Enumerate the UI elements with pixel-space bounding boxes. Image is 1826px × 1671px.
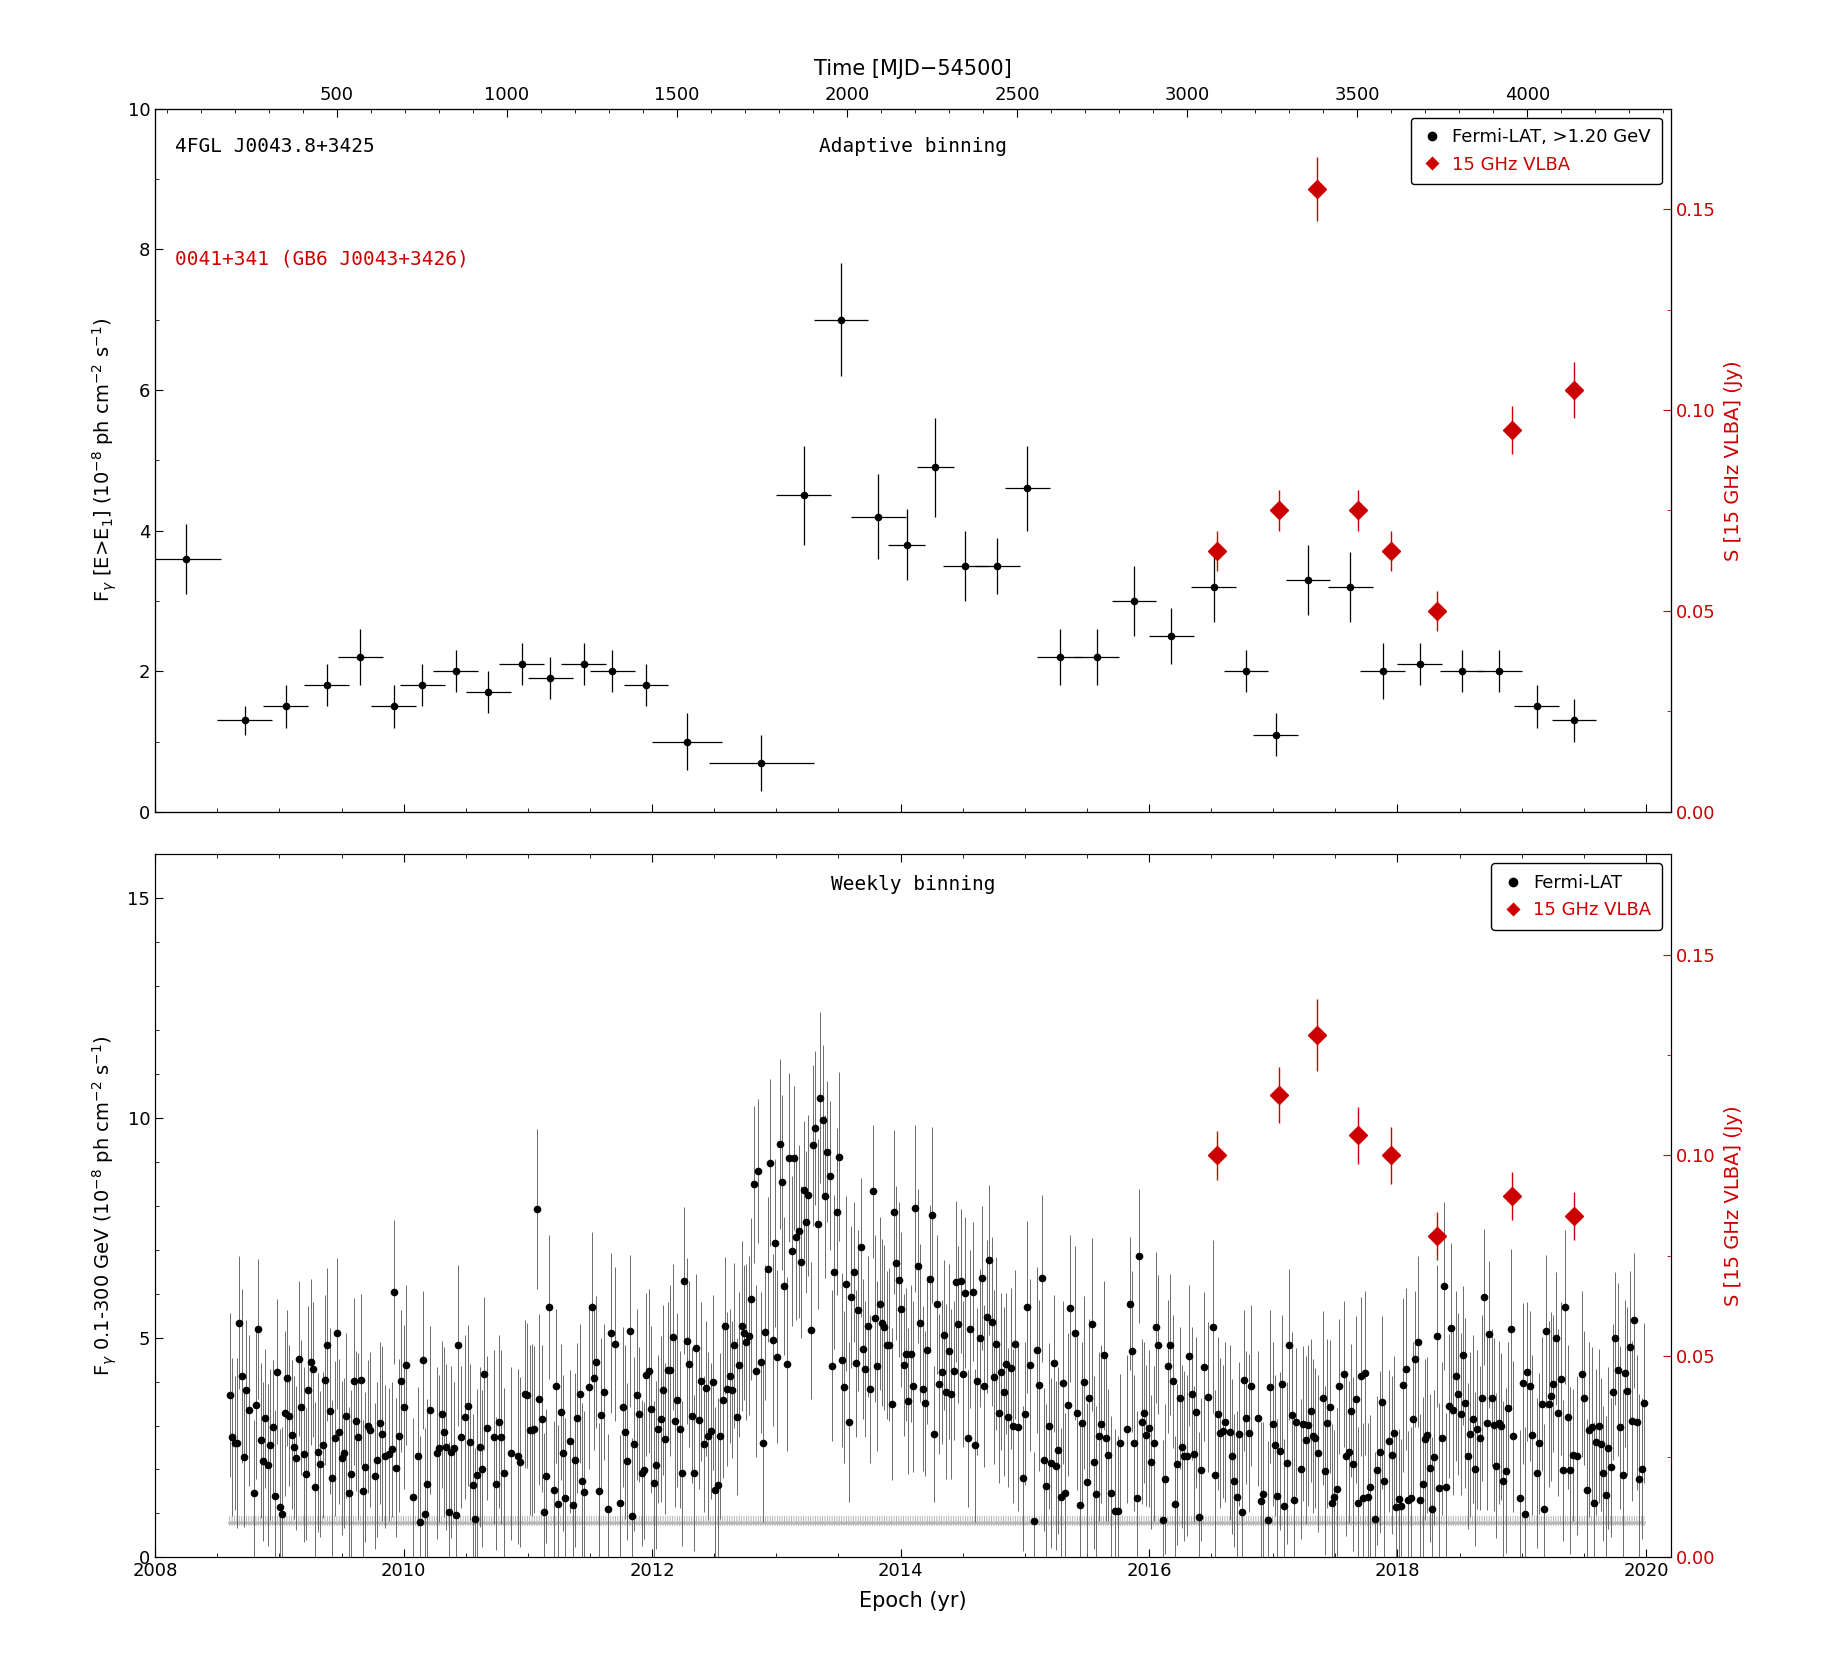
Legend: Fermi-LAT, 15 GHz VLBA: Fermi-LAT, 15 GHz VLBA	[1492, 864, 1662, 929]
X-axis label: Time [MJD−54500]: Time [MJD−54500]	[814, 58, 1012, 79]
Text: Adaptive binning: Adaptive binning	[820, 137, 1006, 155]
Y-axis label: S [15 GHz VLBA] (Jy): S [15 GHz VLBA] (Jy)	[1724, 1106, 1742, 1307]
Y-axis label: F$_\gamma$ [E>E$_1$] (10$^{-8}$ ph cm$^{-2}$ s$^{-1}$): F$_\gamma$ [E>E$_1$] (10$^{-8}$ ph cm$^{…	[91, 317, 119, 602]
Text: 0041+341 (GB6 J0043+3426): 0041+341 (GB6 J0043+3426)	[175, 249, 469, 269]
Y-axis label: F$_\gamma$ 0.1-300 GeV (10$^{-8}$ ph cm$^{-2}$ s$^{-1}$): F$_\gamma$ 0.1-300 GeV (10$^{-8}$ ph cm$…	[91, 1036, 119, 1375]
Text: Weekly binning: Weekly binning	[831, 876, 995, 894]
Text: 4FGL J0043.8+3425: 4FGL J0043.8+3425	[175, 137, 374, 155]
Legend: Fermi-LAT, >1.20 GeV, 15 GHz VLBA: Fermi-LAT, >1.20 GeV, 15 GHz VLBA	[1411, 117, 1662, 184]
Y-axis label: S [15 GHz VLBA] (Jy): S [15 GHz VLBA] (Jy)	[1724, 359, 1742, 560]
X-axis label: Epoch (yr): Epoch (yr)	[860, 1591, 966, 1611]
